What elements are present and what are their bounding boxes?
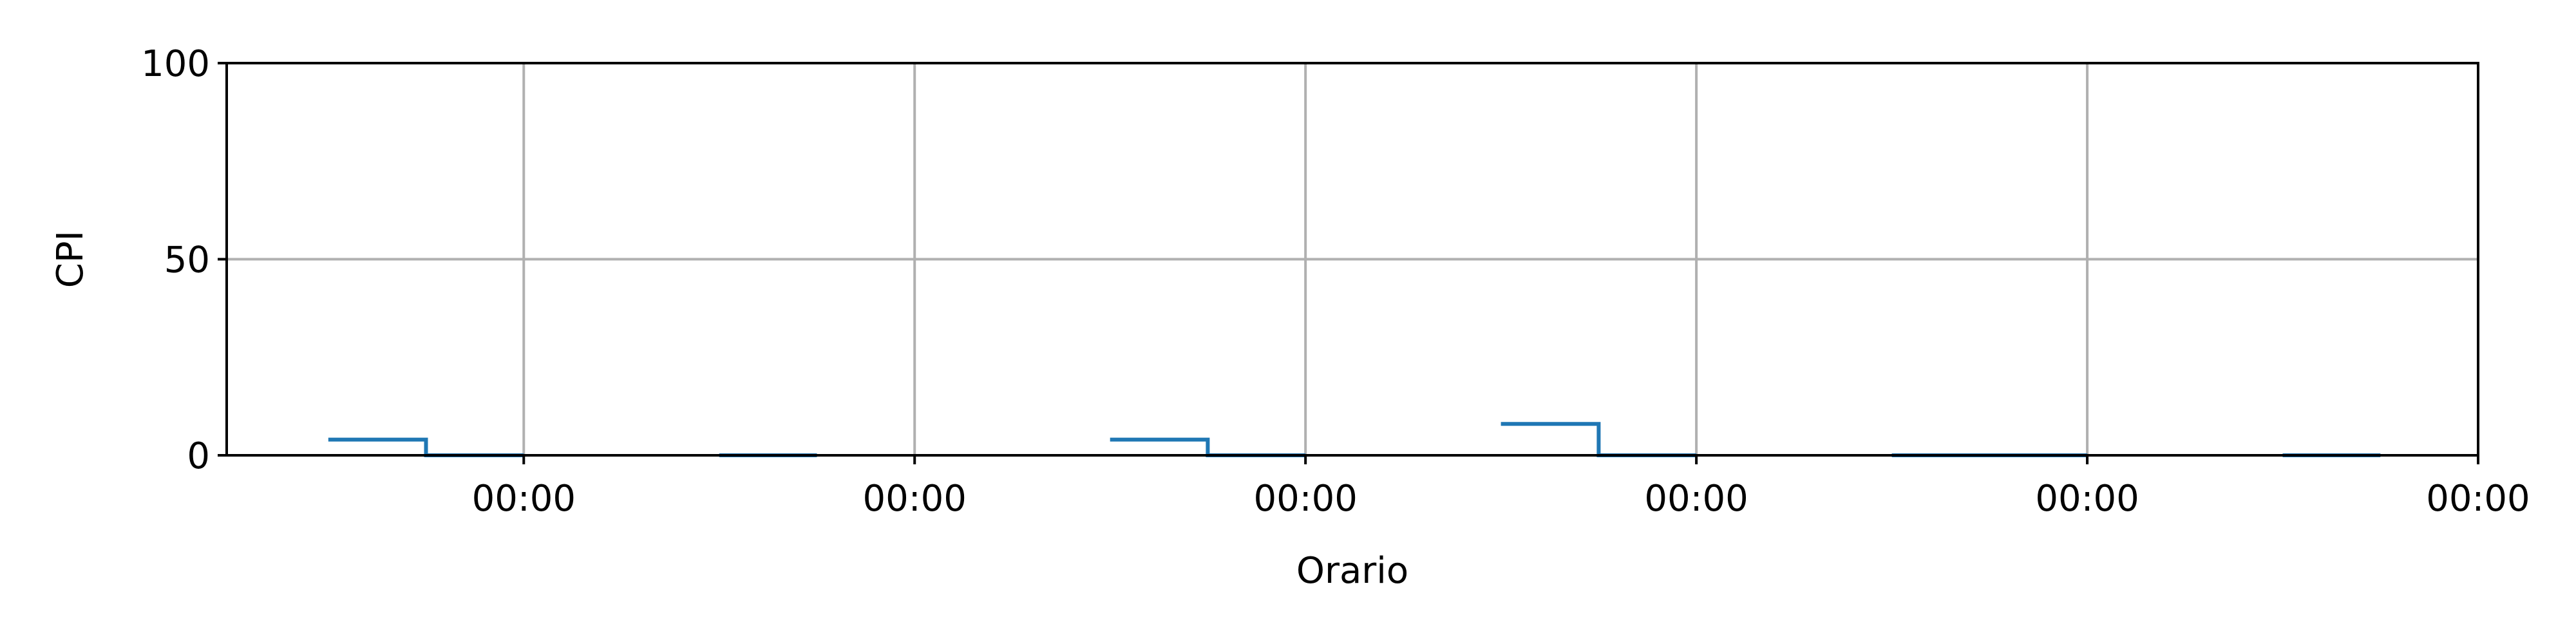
grid [227,62,2479,457]
x-axis-title: Orario [1296,550,1408,592]
y-tick-label: 0 [187,435,210,477]
series-line-segment [1110,437,1306,457]
x-tick-label: 00:00 [472,478,576,520]
y-axis-title: CPI [50,231,91,288]
x-tick-label: 00:00 [2035,478,2139,520]
x-axis: 00:00 00:00 00:00 00:00 00:00 00:00 [472,455,2530,520]
series-layer [328,422,2381,457]
x-tick-label: 00:00 [1644,478,1748,520]
x-tick-label: 00:00 [1253,478,1357,520]
series-line-segment [1501,422,1697,457]
x-tick-label: 00:00 [863,478,967,520]
y-axis: 0 50 100 [141,43,227,477]
y-tick-label: 50 [164,240,210,281]
series-line-segment [328,437,524,457]
x-tick-label: 00:00 [2426,478,2530,520]
y-tick-label: 100 [141,43,210,85]
